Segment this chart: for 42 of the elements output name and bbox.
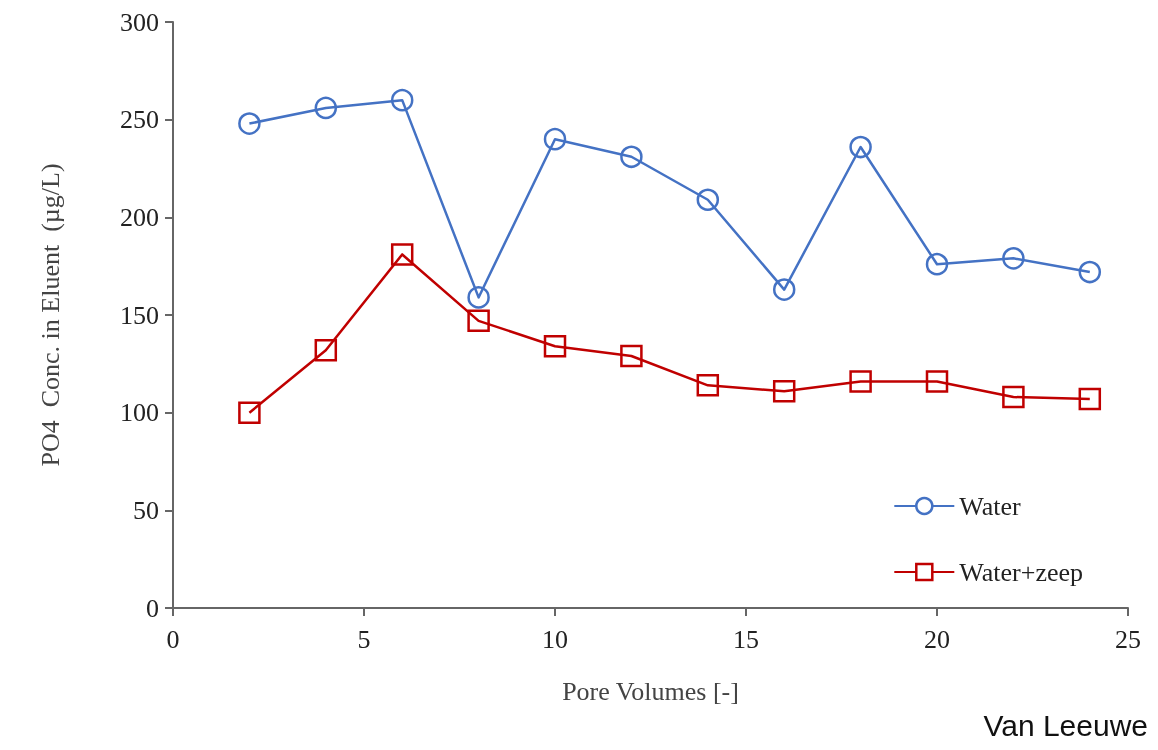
point [696, 374, 720, 397]
point [543, 335, 567, 358]
x-tick-label: 5 [357, 624, 371, 654]
y-tick-label: 150 [120, 300, 159, 330]
x-tick-label: 20 [924, 624, 950, 654]
point [772, 379, 796, 403]
point [620, 145, 643, 169]
point [390, 88, 414, 112]
point [238, 112, 261, 135]
point [1002, 385, 1025, 409]
y-tick-label: 50 [133, 495, 159, 525]
x-axis-title: Pore Volumes [-] [562, 676, 739, 706]
point [849, 135, 872, 159]
point [543, 127, 567, 151]
point [390, 243, 414, 266]
point [238, 401, 261, 424]
x-tick-label: 25 [1115, 624, 1141, 654]
x-tick-label: 10 [542, 624, 568, 654]
point [849, 370, 872, 393]
point [1078, 387, 1102, 411]
point [696, 188, 720, 211]
point [314, 338, 338, 362]
point [620, 344, 643, 368]
point [314, 96, 338, 120]
legend-label: Water+zeep [959, 557, 1083, 587]
point [467, 286, 490, 309]
point [925, 370, 949, 393]
text: Van Leeuwe [983, 708, 1148, 742]
x-tick-label: 0 [166, 624, 180, 654]
point [467, 309, 490, 333]
y-tick-label: 200 [120, 202, 159, 232]
point [1078, 260, 1102, 284]
y-tick-label: 300 [120, 7, 159, 37]
point [1002, 247, 1025, 270]
legend-label: Water [959, 491, 1022, 521]
y-tick-label: 250 [120, 105, 159, 135]
x-tick-label: 15 [733, 624, 759, 654]
y-tick-label: 100 [120, 398, 159, 428]
y-tick-label: 0 [146, 593, 159, 623]
y-axis-title: PO4 Conc. in Eluent (µg/L) [35, 163, 65, 467]
point [925, 252, 949, 276]
point [772, 278, 796, 301]
